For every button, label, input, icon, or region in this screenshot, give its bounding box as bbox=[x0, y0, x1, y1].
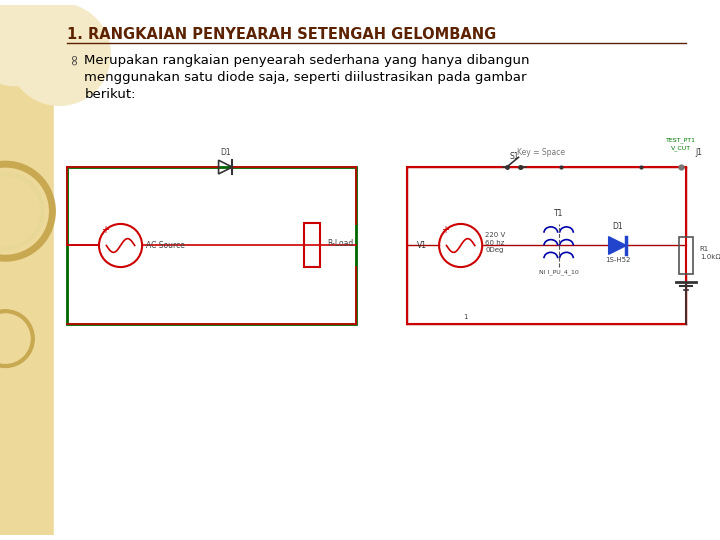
Bar bbox=[679, 237, 693, 274]
Text: 60 hz: 60 hz bbox=[485, 240, 505, 246]
Text: 1: 1 bbox=[463, 314, 468, 320]
Text: J1: J1 bbox=[696, 148, 702, 157]
Text: V_CUT: V_CUT bbox=[671, 145, 691, 151]
Text: berikut:: berikut: bbox=[84, 87, 136, 100]
Text: Merupakan rangkaian penyearah sederhana yang hanya dibangun: Merupakan rangkaian penyearah sederhana … bbox=[84, 55, 530, 68]
Text: D1: D1 bbox=[612, 222, 623, 231]
Text: NI I_PU_4_10: NI I_PU_4_10 bbox=[539, 269, 579, 275]
Text: T1: T1 bbox=[554, 209, 563, 218]
Polygon shape bbox=[608, 237, 626, 254]
Text: ∞: ∞ bbox=[67, 52, 81, 65]
Text: 1. RANGKAIAN PENYEARAH SETENGAH GELOMBANG: 1. RANGKAIAN PENYEARAH SETENGAH GELOMBAN… bbox=[67, 27, 496, 42]
Text: V1: V1 bbox=[417, 241, 426, 250]
Text: TEST_PT1: TEST_PT1 bbox=[666, 138, 696, 143]
Text: S1: S1 bbox=[510, 152, 519, 161]
Text: 1S-H52: 1S-H52 bbox=[605, 257, 630, 263]
Text: D1: D1 bbox=[220, 148, 230, 157]
Text: 0Deg: 0Deg bbox=[485, 247, 503, 253]
Text: menggunakan satu diode saja, seperti diilustrasikan pada gambar: menggunakan satu diode saja, seperti dii… bbox=[84, 71, 527, 84]
Bar bbox=[67, 167, 356, 324]
Text: +: + bbox=[441, 225, 449, 235]
Text: AC Source: AC Source bbox=[146, 241, 185, 250]
Text: 1.0kΩ: 1.0kΩ bbox=[700, 254, 720, 260]
Bar bbox=[407, 167, 686, 324]
Text: +: + bbox=[101, 225, 109, 235]
Bar bbox=[0, 5, 54, 535]
Text: Key = Space: Key = Space bbox=[517, 148, 565, 157]
Bar bbox=[304, 223, 320, 267]
Circle shape bbox=[0, 0, 67, 86]
Text: R-Load: R-Load bbox=[328, 239, 354, 248]
Text: 220 V: 220 V bbox=[485, 232, 505, 238]
Circle shape bbox=[9, 3, 110, 105]
Text: R1: R1 bbox=[700, 246, 709, 252]
